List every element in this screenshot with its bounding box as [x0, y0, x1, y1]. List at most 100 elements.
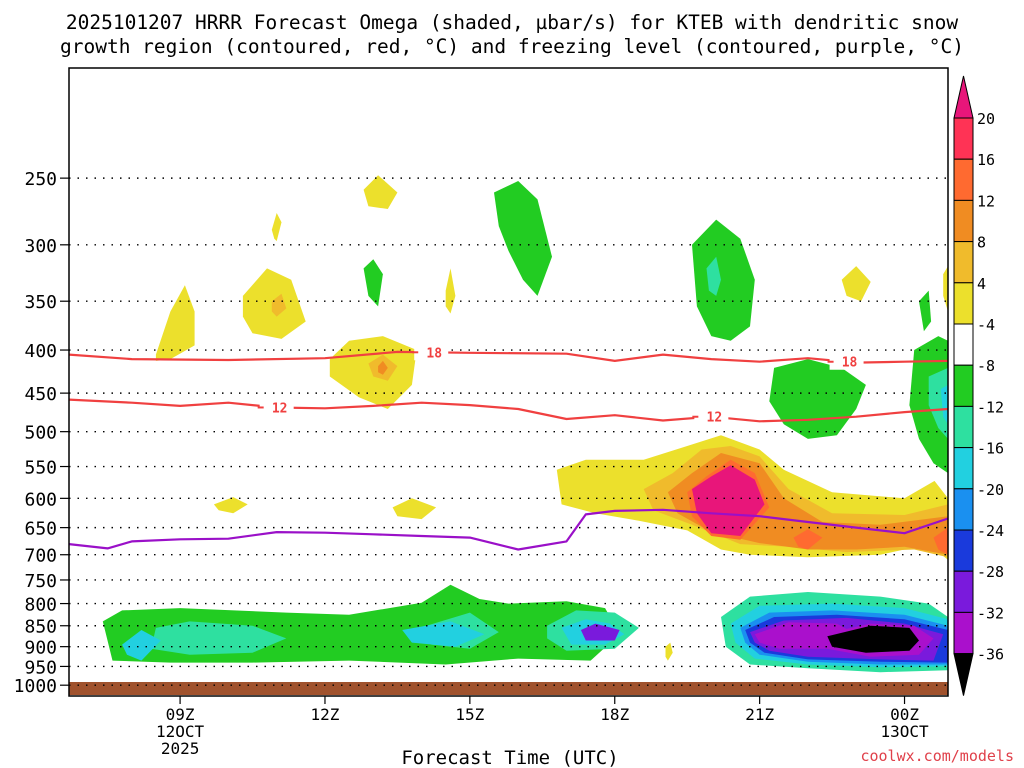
y-tick-label-550: 550 [24, 458, 57, 479]
colorbar-label-13: -36 [977, 646, 1004, 664]
x-axis-label: Forecast Time (UTC) [401, 747, 618, 768]
colorbar: 20 16 12 8 4 -4 -8 -12 -16 -20 -24 -28 -32 -36 [953, 75, 1004, 696]
omega-shading [88, 68, 948, 684]
y-tick-label-300: 300 [24, 236, 57, 257]
y-tick-label-450: 450 [24, 384, 57, 405]
omega-region-50 [928, 367, 948, 439]
colorbar-bin-10 [953, 529, 974, 572]
y-tick-label-700: 700 [24, 546, 57, 567]
omega-region-32 [378, 360, 388, 375]
colorbar-label-2: 12 [977, 192, 995, 210]
omega-region-26 [155, 285, 195, 361]
chart-title-line-1: 2025101207 HRRR Forecast Omega (shaded, … [66, 11, 958, 34]
y-tick-label-250: 250 [24, 169, 57, 190]
colorbar-bin-11 [953, 570, 974, 613]
x-tick-label-18Z: 18Z [600, 705, 629, 724]
omega-region-36 [943, 266, 948, 312]
contour-line-2 [69, 508, 948, 551]
colorbar-bin-9 [953, 488, 974, 531]
y-tick-label-350: 350 [24, 292, 57, 313]
omega-region-39 [213, 92, 253, 233]
contour-line-1 [69, 398, 948, 423]
x-tick-label-15Z: 15Z [455, 705, 484, 724]
chart-title-line-2: growth region (contoured, red, °C) and f… [60, 35, 964, 58]
x-tick-label-09Z: 09Z [166, 705, 195, 724]
omega-region-51 [940, 384, 948, 425]
omega-region-34 [445, 268, 456, 314]
colorbar-label-6: -8 [977, 357, 995, 375]
y-tick-label-850: 850 [24, 617, 57, 638]
colorbar-label-7: -12 [977, 398, 1004, 416]
colorbar-bin-8 [953, 447, 974, 490]
contour-label-bg-1-1 [694, 408, 729, 425]
contour-label-1-1: 12 [707, 411, 723, 426]
omega-region-21 [692, 465, 765, 536]
colorbar-bin-3 [953, 241, 974, 284]
omega-region-28 [271, 293, 287, 317]
y-tick-label-950: 950 [24, 657, 57, 678]
omega-region-24 [392, 498, 437, 520]
x-tick-date-00Z: 13OCT [880, 722, 929, 741]
colorbar-label-3: 8 [977, 234, 986, 252]
colorbar-label-11: -28 [977, 563, 1004, 581]
y-axis: 2503003504004505005506006507007508008509… [14, 169, 69, 697]
omega-region-4 [122, 630, 161, 661]
omega-region-55 [325, 638, 335, 649]
contour-label-1-0: 12 [272, 401, 288, 416]
contour-labels: 18 18 12 12 [257, 344, 864, 426]
colorbar-bin-1 [953, 158, 974, 201]
colorbar-label-5: -4 [977, 316, 995, 334]
x-tick-date-09Z: 12OCT [156, 722, 205, 741]
colorbar-bin-2 [953, 199, 974, 243]
contour-label-bg-0-0 [414, 344, 449, 361]
colorbar-bin-12 [953, 611, 974, 655]
colorbar-label-1: 16 [977, 151, 995, 169]
x-tick-year-09Z: 2025 [161, 739, 200, 758]
terrain-ground-bar [69, 682, 948, 695]
y-tick-label-900: 900 [24, 638, 57, 659]
omega-region-47 [706, 256, 721, 296]
contour-label-0-0: 18 [426, 346, 442, 361]
omega-region-35 [841, 266, 871, 302]
y-tick-label-650: 650 [24, 519, 57, 540]
omega-region-22 [793, 529, 823, 550]
x-tick-label-00Z: 00Z [890, 705, 919, 724]
omega-region-23 [933, 527, 948, 555]
x-tick-label-12Z: 12Z [311, 705, 340, 724]
colorbar-bottom-arrow [953, 653, 974, 696]
credit-text: coolwx.com/models [860, 747, 1014, 765]
colorbar-label-9: -20 [977, 481, 1004, 499]
omega-region-38 [494, 181, 552, 296]
omega-region-16 [827, 625, 919, 653]
omega-region-44 [595, 331, 683, 398]
omega-region-8 [580, 623, 620, 641]
colorbar-label-12: -32 [977, 604, 1004, 622]
omega-region-41 [363, 259, 383, 307]
y-tick-label-800: 800 [24, 595, 57, 616]
colorbar-bin-4 [953, 282, 974, 325]
y-tick-label-750: 750 [24, 571, 57, 592]
omega-region-33 [363, 175, 398, 209]
colorbar-top-arrow [953, 75, 974, 119]
x-tick-label-21Z: 21Z [745, 705, 774, 724]
omega-region-48 [769, 359, 866, 439]
y-tick-label-600: 600 [24, 489, 57, 510]
y-tick-label-1000: 1000 [14, 676, 57, 697]
colorbar-label-4: 4 [977, 275, 986, 293]
omega-region-53 [648, 68, 668, 93]
contour-label-bg-0-1 [829, 353, 864, 370]
colorbar-bin-5 [953, 323, 974, 366]
colorbar-label-10: -24 [977, 522, 1004, 540]
omega-region-5 [402, 621, 485, 647]
omega-region-25 [213, 497, 248, 514]
y-tick-label-400: 400 [24, 341, 57, 362]
colorbar-label-8: -16 [977, 440, 1004, 458]
y-tick-label-500: 500 [24, 423, 57, 444]
colorbar-bin-0 [953, 117, 974, 160]
omega-region-46 [692, 219, 755, 341]
plot-frame [68, 67, 949, 697]
contour-label-0-1: 18 [842, 356, 858, 371]
omega-region-54 [665, 642, 673, 661]
omega-region-2 [151, 621, 287, 655]
